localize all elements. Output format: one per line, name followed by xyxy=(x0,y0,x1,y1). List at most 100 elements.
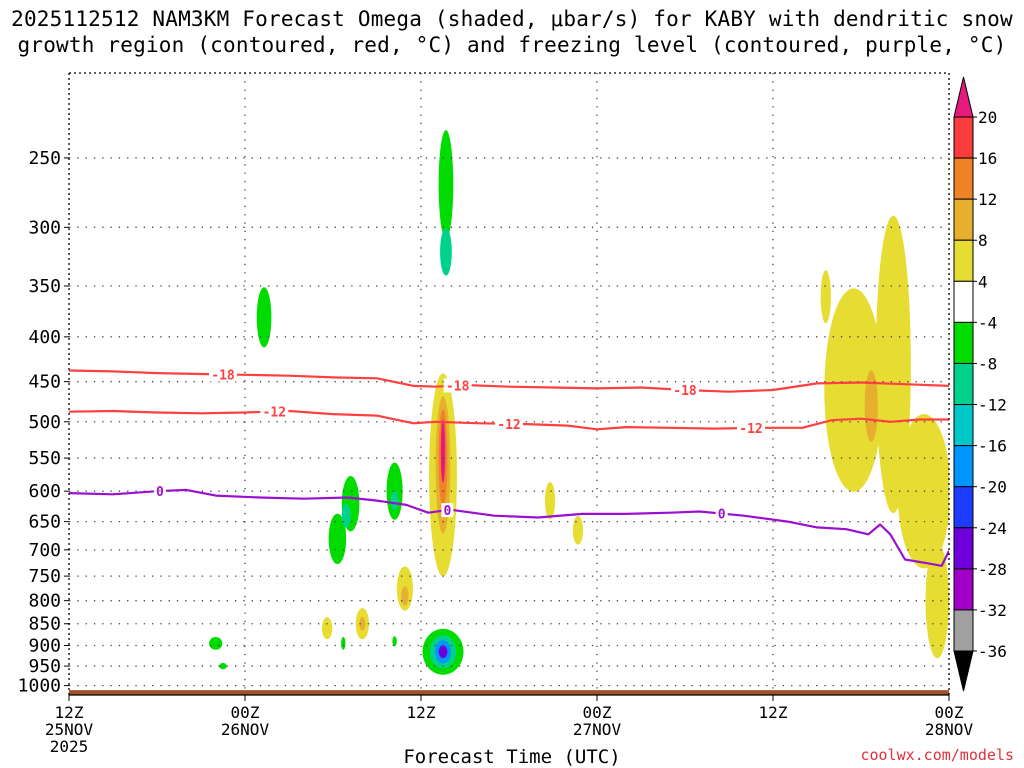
colorbar-arrow-bottom xyxy=(953,650,974,692)
colorbar-label--4: -4 xyxy=(978,313,997,332)
terrain-fill xyxy=(69,690,949,695)
colorbar-label--16: -16 xyxy=(978,437,1007,456)
x-tick-label-0-0: 12Z xyxy=(55,703,84,722)
contour-label-bg xyxy=(495,416,523,431)
omega-region-31 xyxy=(925,543,949,659)
chart-title-line2: growth region (contoured, red, °C) and f… xyxy=(17,33,1007,57)
y-tick-label-450: 450 xyxy=(28,372,61,393)
colorbar-label-20: 20 xyxy=(978,108,997,127)
contour-label-bg xyxy=(443,378,472,393)
omega-region-0 xyxy=(256,287,272,348)
contour-line-0 xyxy=(69,488,949,567)
colorbar-arrow-top xyxy=(953,76,974,118)
contour-label-bg xyxy=(441,503,454,518)
contour-label--18: -18 xyxy=(673,384,697,399)
colorbar-label--24: -24 xyxy=(978,519,1007,538)
omega-region-5 xyxy=(341,503,351,528)
omega-region-22 xyxy=(322,617,333,640)
x-tick-label-60-1: 28NOV xyxy=(925,720,974,739)
contour-label--12: -12 xyxy=(263,405,286,420)
contour-label-bg xyxy=(737,420,765,435)
y-tick-label-350: 350 xyxy=(28,276,61,297)
colorbar-box-8 xyxy=(953,445,974,488)
x-tick-label-12-1: 26NOV xyxy=(221,720,270,739)
contour-label--12: -12 xyxy=(497,418,520,433)
contours: -18 -18 -18 -12 -12 -12 0 0 0 xyxy=(69,367,949,567)
colorbar-box-2 xyxy=(953,198,974,241)
colorbar-box-1 xyxy=(953,157,974,200)
omega-region-1 xyxy=(438,130,454,239)
chart-title-line1: 2025112512 NAM3KM Forecast Omega (shaded… xyxy=(11,7,1013,31)
omega-region-27 xyxy=(820,270,831,324)
x-axis-label: Forecast Time (UTC) xyxy=(403,746,621,768)
y-tick-label-700: 700 xyxy=(28,540,61,561)
y-axis: 2503003504004505005506006507007508008509… xyxy=(18,148,69,697)
colorbar-label-8: 8 xyxy=(978,231,988,250)
colorbar-label--32: -32 xyxy=(978,601,1007,620)
y-tick-label-300: 300 xyxy=(28,217,61,238)
colorbar-box-9 xyxy=(953,486,974,529)
site-credit[interactable]: coolwx.com/models xyxy=(860,746,1014,764)
colorbar-box-7 xyxy=(953,404,974,447)
colorbar-box-5 xyxy=(953,321,974,364)
omega-region-6 xyxy=(386,462,403,520)
omega-region-25 xyxy=(544,481,556,520)
omega-region-29 xyxy=(875,215,911,514)
omega-region-9 xyxy=(219,662,227,670)
colorbar-box-0 xyxy=(953,116,974,159)
contour-label-bg xyxy=(715,506,728,521)
colorbar-box-10 xyxy=(953,527,974,570)
contour-label--18: -18 xyxy=(211,368,235,383)
colorbar-label-16: 16 xyxy=(978,149,997,168)
colorbar-box-4 xyxy=(953,280,974,323)
contour-line--12 xyxy=(69,409,949,431)
contour-label-bg xyxy=(153,484,166,499)
x-tick-label-36-1: 27NOV xyxy=(573,720,622,739)
colorbar-box-3 xyxy=(953,239,974,282)
x-tick-label-24-0: 12Z xyxy=(407,703,436,722)
contour-label-bg xyxy=(671,383,699,398)
colorbar-label--36: -36 xyxy=(978,642,1007,661)
y-tick-label-600: 600 xyxy=(28,481,61,502)
y-tick-label-400: 400 xyxy=(28,327,61,348)
omega-region-28 xyxy=(824,288,884,492)
omega-region-24 xyxy=(359,617,366,631)
y-tick-label-550: 550 xyxy=(28,448,61,469)
colorbar-box-11 xyxy=(953,568,974,611)
y-tick-label-500: 500 xyxy=(28,412,61,433)
colorbar-label--20: -20 xyxy=(978,478,1007,497)
omega-region-30 xyxy=(897,414,949,569)
colorbar-label-4: 4 xyxy=(978,272,988,291)
y-tick-label-650: 650 xyxy=(28,512,61,533)
omega-region-32 xyxy=(864,370,878,443)
x-tick-label-0-1: 25NOV xyxy=(45,720,94,739)
omega-region-2 xyxy=(440,228,452,276)
colorbar-label--28: -28 xyxy=(978,560,1007,579)
x-tick-label-0-2: 2025 xyxy=(50,737,89,756)
contour-label-0: 0 xyxy=(443,504,451,519)
colorbar: 20 16 12 8 4 -4 -8 -12 -16 -20 -24 -28 -32 -36 xyxy=(953,76,1007,692)
y-tick-label-750: 750 xyxy=(28,566,61,587)
omega-region-15 xyxy=(438,645,448,659)
contour-label-0: 0 xyxy=(718,508,726,523)
colorbar-label--8: -8 xyxy=(978,354,997,373)
y-tick-label-900: 900 xyxy=(28,635,61,656)
y-tick-label-800: 800 xyxy=(28,591,61,612)
x-tick-label-60-0: 00Z xyxy=(935,703,964,722)
colorbar-label-12: 12 xyxy=(978,190,997,209)
omega-region-8 xyxy=(209,636,223,650)
contour-label--18: -18 xyxy=(446,379,470,394)
omega-region-4 xyxy=(328,513,347,565)
omega-region-26 xyxy=(572,515,584,545)
omega-region-19 xyxy=(440,419,446,483)
y-tick-label-250: 250 xyxy=(28,148,61,169)
contour-label-bg xyxy=(209,367,237,382)
contour-label--12: -12 xyxy=(739,422,762,437)
x-tick-label-12-0: 00Z xyxy=(231,703,260,722)
x-tick-label-48-0: 12Z xyxy=(759,703,788,722)
contour-label-bg xyxy=(260,404,289,419)
plot-area xyxy=(69,130,949,695)
colorbar-label--12: -12 xyxy=(978,396,1007,415)
